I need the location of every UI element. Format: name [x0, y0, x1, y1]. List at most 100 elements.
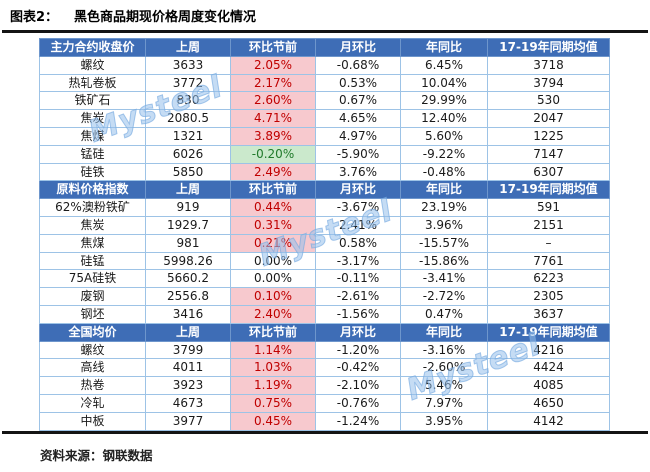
table-cell: -9.22% [400, 144, 488, 164]
row-label: 钢坯 [39, 304, 146, 324]
row-label: 高线 [39, 358, 146, 378]
table-cell: 0.00% [230, 269, 316, 289]
table-cell: -1.24% [315, 411, 401, 431]
table-row: 焦煤 1321 3.89% 4.97% 5.60% 1225 [39, 126, 610, 146]
table-cell: 981 [145, 233, 231, 253]
row-label: 中板 [39, 411, 146, 431]
section-header-row: 原料价格指数 上周 环比节前 月环比 年同比 17-19年同期均值 [39, 180, 610, 200]
table-cell: 4216 [487, 340, 610, 360]
table-cell: -2.72% [400, 287, 488, 306]
row-label: 热卷 [39, 376, 146, 395]
table-cell: -3.16% [400, 340, 488, 360]
table-cell: 3416 [145, 304, 231, 324]
table-cell: 4.71% [230, 109, 316, 128]
column-header: 环比节前 [230, 322, 316, 342]
figure-number: 图表2： [10, 10, 59, 25]
table-cell: 3718 [487, 55, 610, 75]
column-header: 年同比 [400, 322, 488, 342]
row-label: 焦炭 [39, 109, 146, 128]
table-cell: -15.86% [400, 251, 488, 271]
column-header: 全国均价 [39, 322, 146, 342]
row-label: 硅铁 [39, 162, 146, 182]
table-cell: 1929.7 [145, 215, 231, 235]
table-cell: 7761 [487, 251, 610, 271]
table-cell: 7.97% [400, 393, 488, 413]
table-cell: 0.44% [230, 198, 316, 217]
table-cell: 1.14% [230, 340, 316, 360]
table-row: 冷轧 4673 0.75% -0.76% 7.97% 4650 [39, 393, 610, 413]
table-cell: -0.48% [400, 162, 488, 182]
table-cell: -2.10% [315, 376, 401, 395]
table-cell: 6307 [487, 162, 610, 182]
table-cell: -5.90% [315, 144, 401, 164]
column-header: 17-19年同期均值 [487, 180, 610, 200]
table-cell: 2.17% [230, 73, 316, 93]
table-cell: 0.10% [230, 287, 316, 306]
top-divider [2, 30, 648, 33]
column-header: 17-19年同期均值 [487, 38, 610, 57]
table-cell: 1225 [487, 126, 610, 146]
table-cell: 4673 [145, 393, 231, 413]
row-label: 铁矿石 [39, 91, 146, 111]
table-cell: 3633 [145, 55, 231, 75]
table-cell: 7147 [487, 144, 610, 164]
column-header: 上周 [145, 180, 231, 200]
table-cell: 10.04% [400, 73, 488, 93]
table-cell: 5850 [145, 162, 231, 182]
table-cell: 0.67% [315, 91, 401, 111]
table-cell: 2047 [487, 109, 610, 128]
row-label: 62%澳粉铁矿 [39, 198, 146, 217]
table-cell: -0.11% [315, 269, 401, 289]
table-cell: 0.53% [315, 73, 401, 93]
table-row: 硅锰 5998.26 0.00% -3.17% -15.86% 7761 [39, 251, 610, 271]
table-row: 焦煤 981 0.21% 0.58% -15.57% – [39, 233, 610, 253]
table-cell: 4.65% [315, 109, 401, 128]
price-change-table: 主力合约收盘价 上周 环比节前 月环比 年同比 17-19年同期均值 螺纹 3633 2.05%… [39, 38, 610, 431]
table-cell: 3799 [145, 340, 231, 360]
table-cell: -3.67% [315, 198, 401, 217]
column-header: 月环比 [315, 38, 401, 57]
row-label: 废钢 [39, 287, 146, 306]
table-cell: 2.49% [230, 162, 316, 182]
table-cell: 0.45% [230, 411, 316, 431]
row-label: 热轧卷板 [39, 73, 146, 93]
table-cell: -2.61% [315, 287, 401, 306]
table-cell: 1.03% [230, 358, 316, 378]
section-header-row: 全国均价 上周 环比节前 月环比 年同比 17-19年同期均值 [39, 322, 610, 342]
column-header: 环比节前 [230, 38, 316, 57]
table-cell: 4.97% [315, 126, 401, 146]
column-header: 月环比 [315, 180, 401, 200]
table-cell: 2.40% [230, 304, 316, 324]
row-label: 75A硅铁 [39, 269, 146, 289]
column-header: 年同比 [400, 180, 488, 200]
table-row: 螺纹 3799 1.14% -1.20% -3.16% 4216 [39, 340, 610, 360]
table-row: 热卷 3923 1.19% -2.10% 5.46% 4085 [39, 376, 610, 395]
table-cell: 29.99% [400, 91, 488, 111]
row-label: 焦煤 [39, 126, 146, 146]
table-row: 62%澳粉铁矿 919 0.44% -3.67% 23.19% 591 [39, 198, 610, 217]
column-header: 主力合约收盘价 [39, 38, 146, 57]
row-label: 焦煤 [39, 233, 146, 253]
table-cell: 4650 [487, 393, 610, 413]
row-label: 冷轧 [39, 393, 146, 413]
table-cell: -0.68% [315, 55, 401, 75]
table-cell: 12.40% [400, 109, 488, 128]
table-cell: 1321 [145, 126, 231, 146]
table-cell: 1.19% [230, 376, 316, 395]
table-cell: -1.56% [315, 304, 401, 324]
table-row: 铁矿石 830 2.60% 0.67% 29.99% 530 [39, 91, 610, 111]
column-header: 月环比 [315, 322, 401, 342]
table-cell: -0.20% [230, 144, 316, 164]
table-cell: 4142 [487, 411, 610, 431]
table-cell: 5660.2 [145, 269, 231, 289]
page-title: 黑色商品期现价格周度变化情况 [74, 10, 257, 25]
column-header: 上周 [145, 322, 231, 342]
row-label: 焦炭 [39, 215, 146, 235]
table-cell: 4011 [145, 358, 231, 378]
table-cell: 3.96% [400, 215, 488, 235]
table-cell: 3923 [145, 376, 231, 395]
table-row: 螺纹 3633 2.05% -0.68% 6.45% 3718 [39, 55, 610, 75]
section-header-row: 主力合约收盘价 上周 环比节前 月环比 年同比 17-19年同期均值 [39, 38, 610, 57]
table-cell: 4424 [487, 358, 610, 378]
row-label: 螺纹 [39, 55, 146, 75]
